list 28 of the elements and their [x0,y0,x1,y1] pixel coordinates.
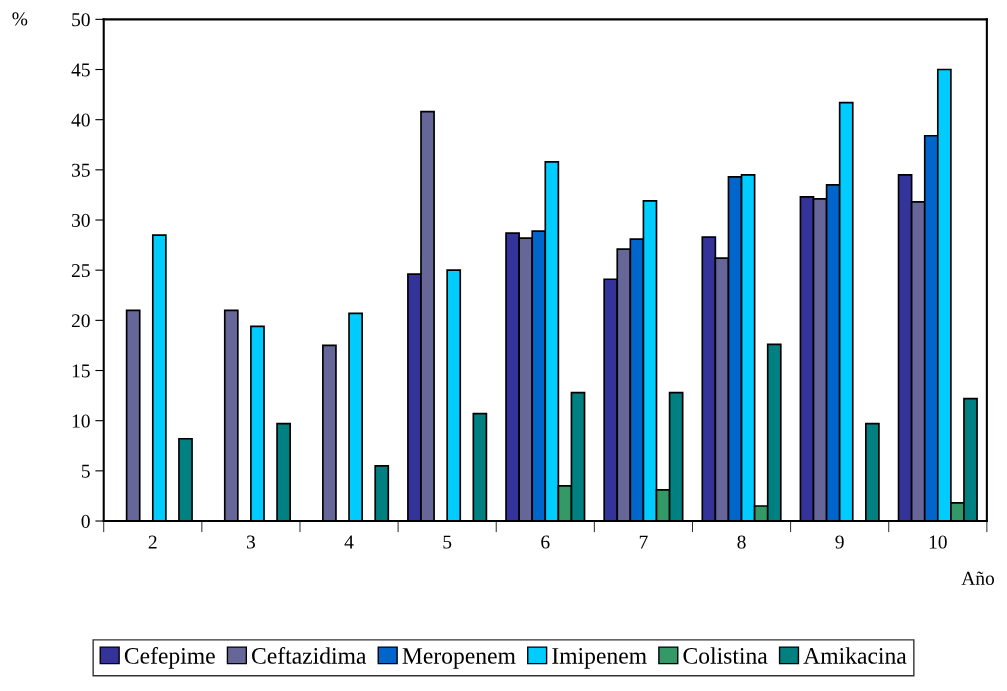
y-tick-label: 10 [72,414,90,428]
y-tick-label: 45 [71,63,90,77]
y-tick-label: 25 [71,264,90,278]
y-tick-label: 50 [72,13,90,27]
y-tick-label: 0 [81,514,90,528]
x-tick-label: 10 [929,535,947,549]
legend-label: Colistina [683,647,768,664]
x-tick-label: 5 [443,535,452,549]
x-tick-label: 2 [148,535,157,549]
legend-label: Amikacina [803,647,907,664]
x-tick-label: 6 [541,535,550,549]
y-tick-label: 20 [71,314,90,328]
y-tick-label: 5 [81,464,90,478]
legend-label: Meropenem [402,648,516,669]
x-tick-label: 9 [835,535,844,549]
y-tick-label: 40 [71,113,90,127]
legend-label: Imipenem [552,647,647,669]
y-axis-title: % [12,12,28,26]
x-tick-label: 3 [246,535,256,549]
x-tick-label: 8 [737,535,746,549]
legend-label: Ceftazidima [252,647,367,664]
y-tick-label: 15 [72,364,90,378]
x-tick-label: 4 [344,535,354,549]
y-tick-label: 35 [72,163,90,177]
x-axis-title: Año [961,571,995,585]
y-tick-label: 30 [72,213,90,227]
legend-label: Cefepime [124,647,215,669]
x-tick-label: 7 [639,535,648,549]
